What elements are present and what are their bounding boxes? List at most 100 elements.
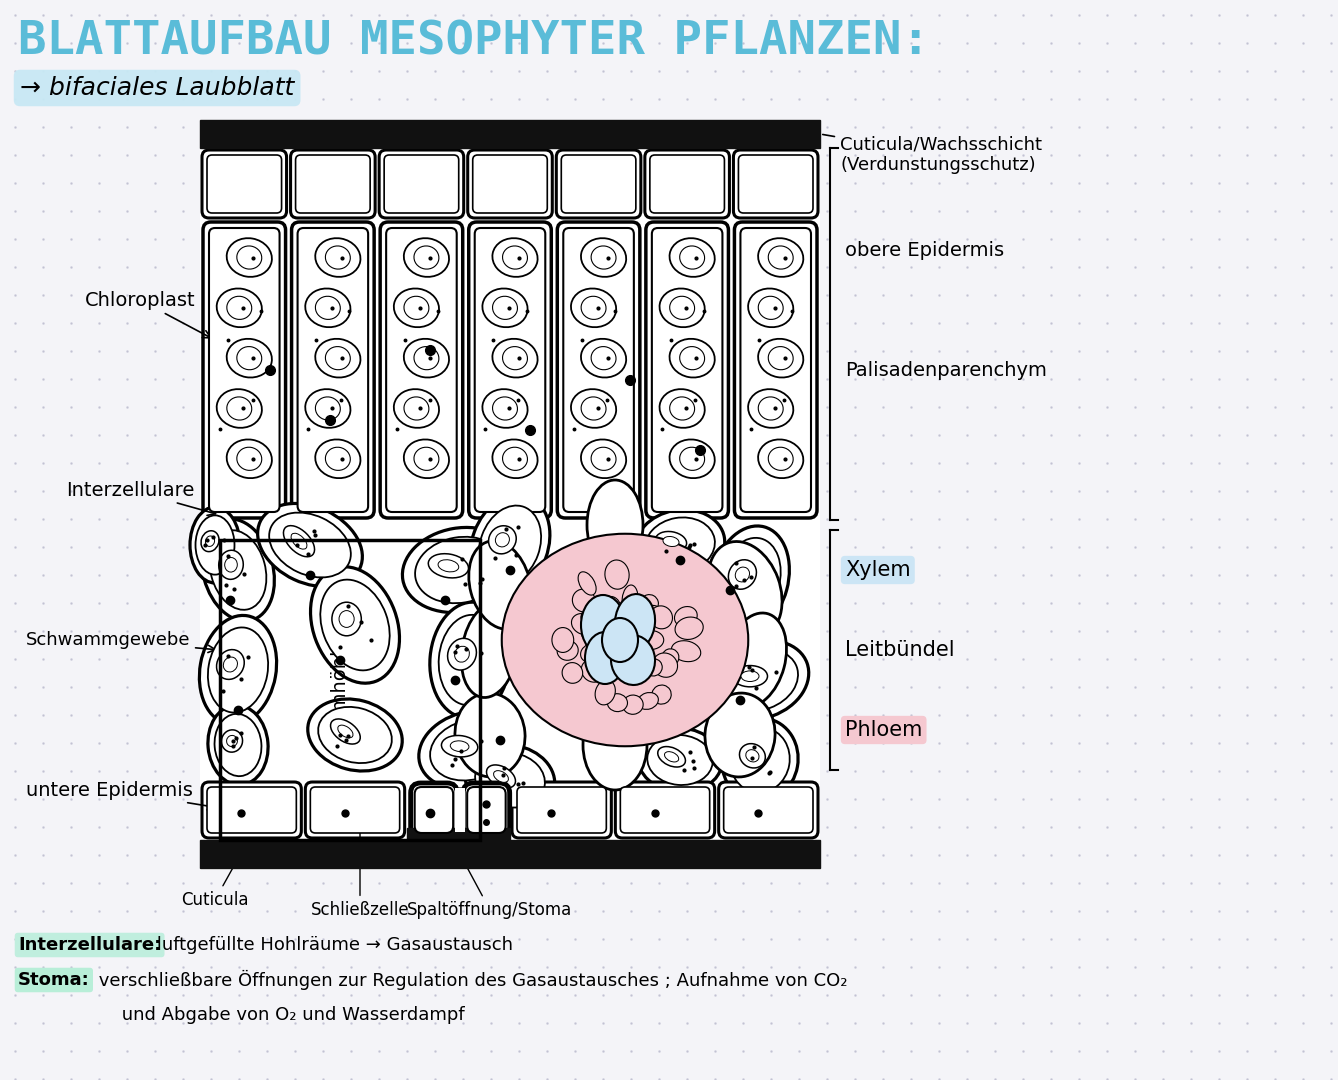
Text: und Abgabe von O₂ und Wasserdampf: und Abgabe von O₂ und Wasserdampf bbox=[94, 1005, 464, 1024]
Ellipse shape bbox=[483, 288, 527, 327]
Ellipse shape bbox=[195, 515, 234, 575]
Ellipse shape bbox=[413, 447, 439, 471]
Ellipse shape bbox=[479, 505, 541, 584]
Ellipse shape bbox=[202, 519, 274, 621]
Ellipse shape bbox=[451, 741, 468, 752]
Ellipse shape bbox=[573, 589, 595, 612]
Ellipse shape bbox=[419, 711, 522, 789]
Ellipse shape bbox=[585, 632, 625, 684]
Ellipse shape bbox=[656, 531, 686, 552]
Ellipse shape bbox=[669, 239, 714, 276]
Ellipse shape bbox=[748, 389, 793, 428]
Ellipse shape bbox=[581, 609, 597, 625]
FancyBboxPatch shape bbox=[739, 156, 814, 213]
Bar bbox=[219, 540, 480, 840]
FancyBboxPatch shape bbox=[380, 222, 463, 518]
Ellipse shape bbox=[638, 728, 723, 792]
FancyBboxPatch shape bbox=[558, 222, 640, 518]
Text: Phloem: Phloem bbox=[846, 720, 922, 740]
Text: Stoma:: Stoma: bbox=[17, 971, 90, 989]
Ellipse shape bbox=[591, 347, 615, 369]
Ellipse shape bbox=[226, 239, 272, 276]
Ellipse shape bbox=[645, 659, 662, 676]
FancyBboxPatch shape bbox=[516, 787, 606, 833]
Text: BLATTAUFBAU MESOPHYTER PFLANZEN:: BLATTAUFBAU MESOPHYTER PFLANZEN: bbox=[17, 19, 930, 65]
FancyBboxPatch shape bbox=[207, 156, 281, 213]
FancyBboxPatch shape bbox=[379, 150, 464, 218]
Ellipse shape bbox=[488, 526, 516, 554]
FancyBboxPatch shape bbox=[475, 228, 546, 512]
Ellipse shape bbox=[591, 447, 615, 471]
FancyBboxPatch shape bbox=[296, 156, 371, 213]
Ellipse shape bbox=[605, 561, 629, 590]
Ellipse shape bbox=[670, 397, 694, 420]
FancyBboxPatch shape bbox=[290, 150, 375, 218]
Ellipse shape bbox=[492, 440, 538, 478]
Ellipse shape bbox=[674, 607, 697, 626]
Ellipse shape bbox=[571, 389, 617, 428]
Ellipse shape bbox=[553, 627, 574, 652]
Ellipse shape bbox=[672, 640, 701, 662]
Ellipse shape bbox=[455, 693, 524, 777]
Ellipse shape bbox=[487, 765, 515, 788]
Ellipse shape bbox=[470, 495, 550, 595]
Ellipse shape bbox=[190, 507, 240, 583]
FancyBboxPatch shape bbox=[202, 150, 286, 218]
FancyBboxPatch shape bbox=[209, 228, 280, 512]
FancyBboxPatch shape bbox=[467, 787, 506, 833]
Text: Interzellulare:: Interzellulare: bbox=[17, 936, 162, 954]
FancyBboxPatch shape bbox=[415, 787, 454, 833]
Ellipse shape bbox=[318, 707, 392, 764]
Ellipse shape bbox=[665, 752, 678, 762]
Ellipse shape bbox=[658, 746, 685, 767]
Text: Chloroplast: Chloroplast bbox=[84, 291, 211, 338]
Ellipse shape bbox=[581, 595, 625, 654]
Ellipse shape bbox=[723, 718, 799, 801]
Ellipse shape bbox=[492, 296, 518, 320]
Text: Cuticula/Wachsschicht
(Verdunstungsschutz): Cuticula/Wachsschicht (Verdunstungsschut… bbox=[823, 135, 1042, 174]
Ellipse shape bbox=[708, 541, 783, 638]
Ellipse shape bbox=[223, 657, 237, 672]
Ellipse shape bbox=[222, 730, 242, 752]
Text: Interzellulare: Interzellulare bbox=[67, 481, 215, 515]
FancyBboxPatch shape bbox=[305, 782, 404, 838]
Ellipse shape bbox=[728, 559, 756, 590]
Ellipse shape bbox=[724, 613, 787, 707]
Ellipse shape bbox=[210, 530, 266, 610]
Ellipse shape bbox=[653, 653, 677, 677]
FancyBboxPatch shape bbox=[735, 222, 818, 518]
Ellipse shape bbox=[429, 603, 510, 718]
Ellipse shape bbox=[768, 246, 793, 269]
Ellipse shape bbox=[768, 447, 793, 471]
Ellipse shape bbox=[581, 644, 602, 662]
Ellipse shape bbox=[325, 246, 351, 269]
Ellipse shape bbox=[483, 389, 527, 428]
Ellipse shape bbox=[571, 613, 595, 635]
FancyBboxPatch shape bbox=[411, 783, 458, 837]
FancyBboxPatch shape bbox=[561, 156, 636, 213]
Ellipse shape bbox=[310, 567, 400, 684]
Ellipse shape bbox=[225, 557, 237, 572]
FancyBboxPatch shape bbox=[203, 222, 285, 518]
Ellipse shape bbox=[705, 693, 775, 777]
Ellipse shape bbox=[429, 719, 510, 781]
Ellipse shape bbox=[670, 296, 694, 320]
Ellipse shape bbox=[227, 397, 252, 420]
Ellipse shape bbox=[638, 692, 658, 710]
Ellipse shape bbox=[641, 595, 658, 612]
Ellipse shape bbox=[404, 339, 450, 378]
Ellipse shape bbox=[495, 532, 510, 546]
Ellipse shape bbox=[581, 660, 603, 683]
Text: Leitbündel: Leitbündel bbox=[846, 640, 954, 660]
Bar bbox=[199, 120, 820, 870]
Ellipse shape bbox=[325, 347, 351, 369]
Ellipse shape bbox=[227, 296, 252, 320]
Ellipse shape bbox=[214, 714, 261, 777]
Text: → bifaciales Laubblatt: → bifaciales Laubblatt bbox=[20, 76, 294, 100]
Ellipse shape bbox=[660, 389, 705, 428]
Ellipse shape bbox=[237, 246, 262, 269]
Ellipse shape bbox=[404, 440, 450, 478]
Ellipse shape bbox=[316, 239, 360, 276]
FancyBboxPatch shape bbox=[740, 228, 811, 512]
Ellipse shape bbox=[207, 627, 268, 713]
